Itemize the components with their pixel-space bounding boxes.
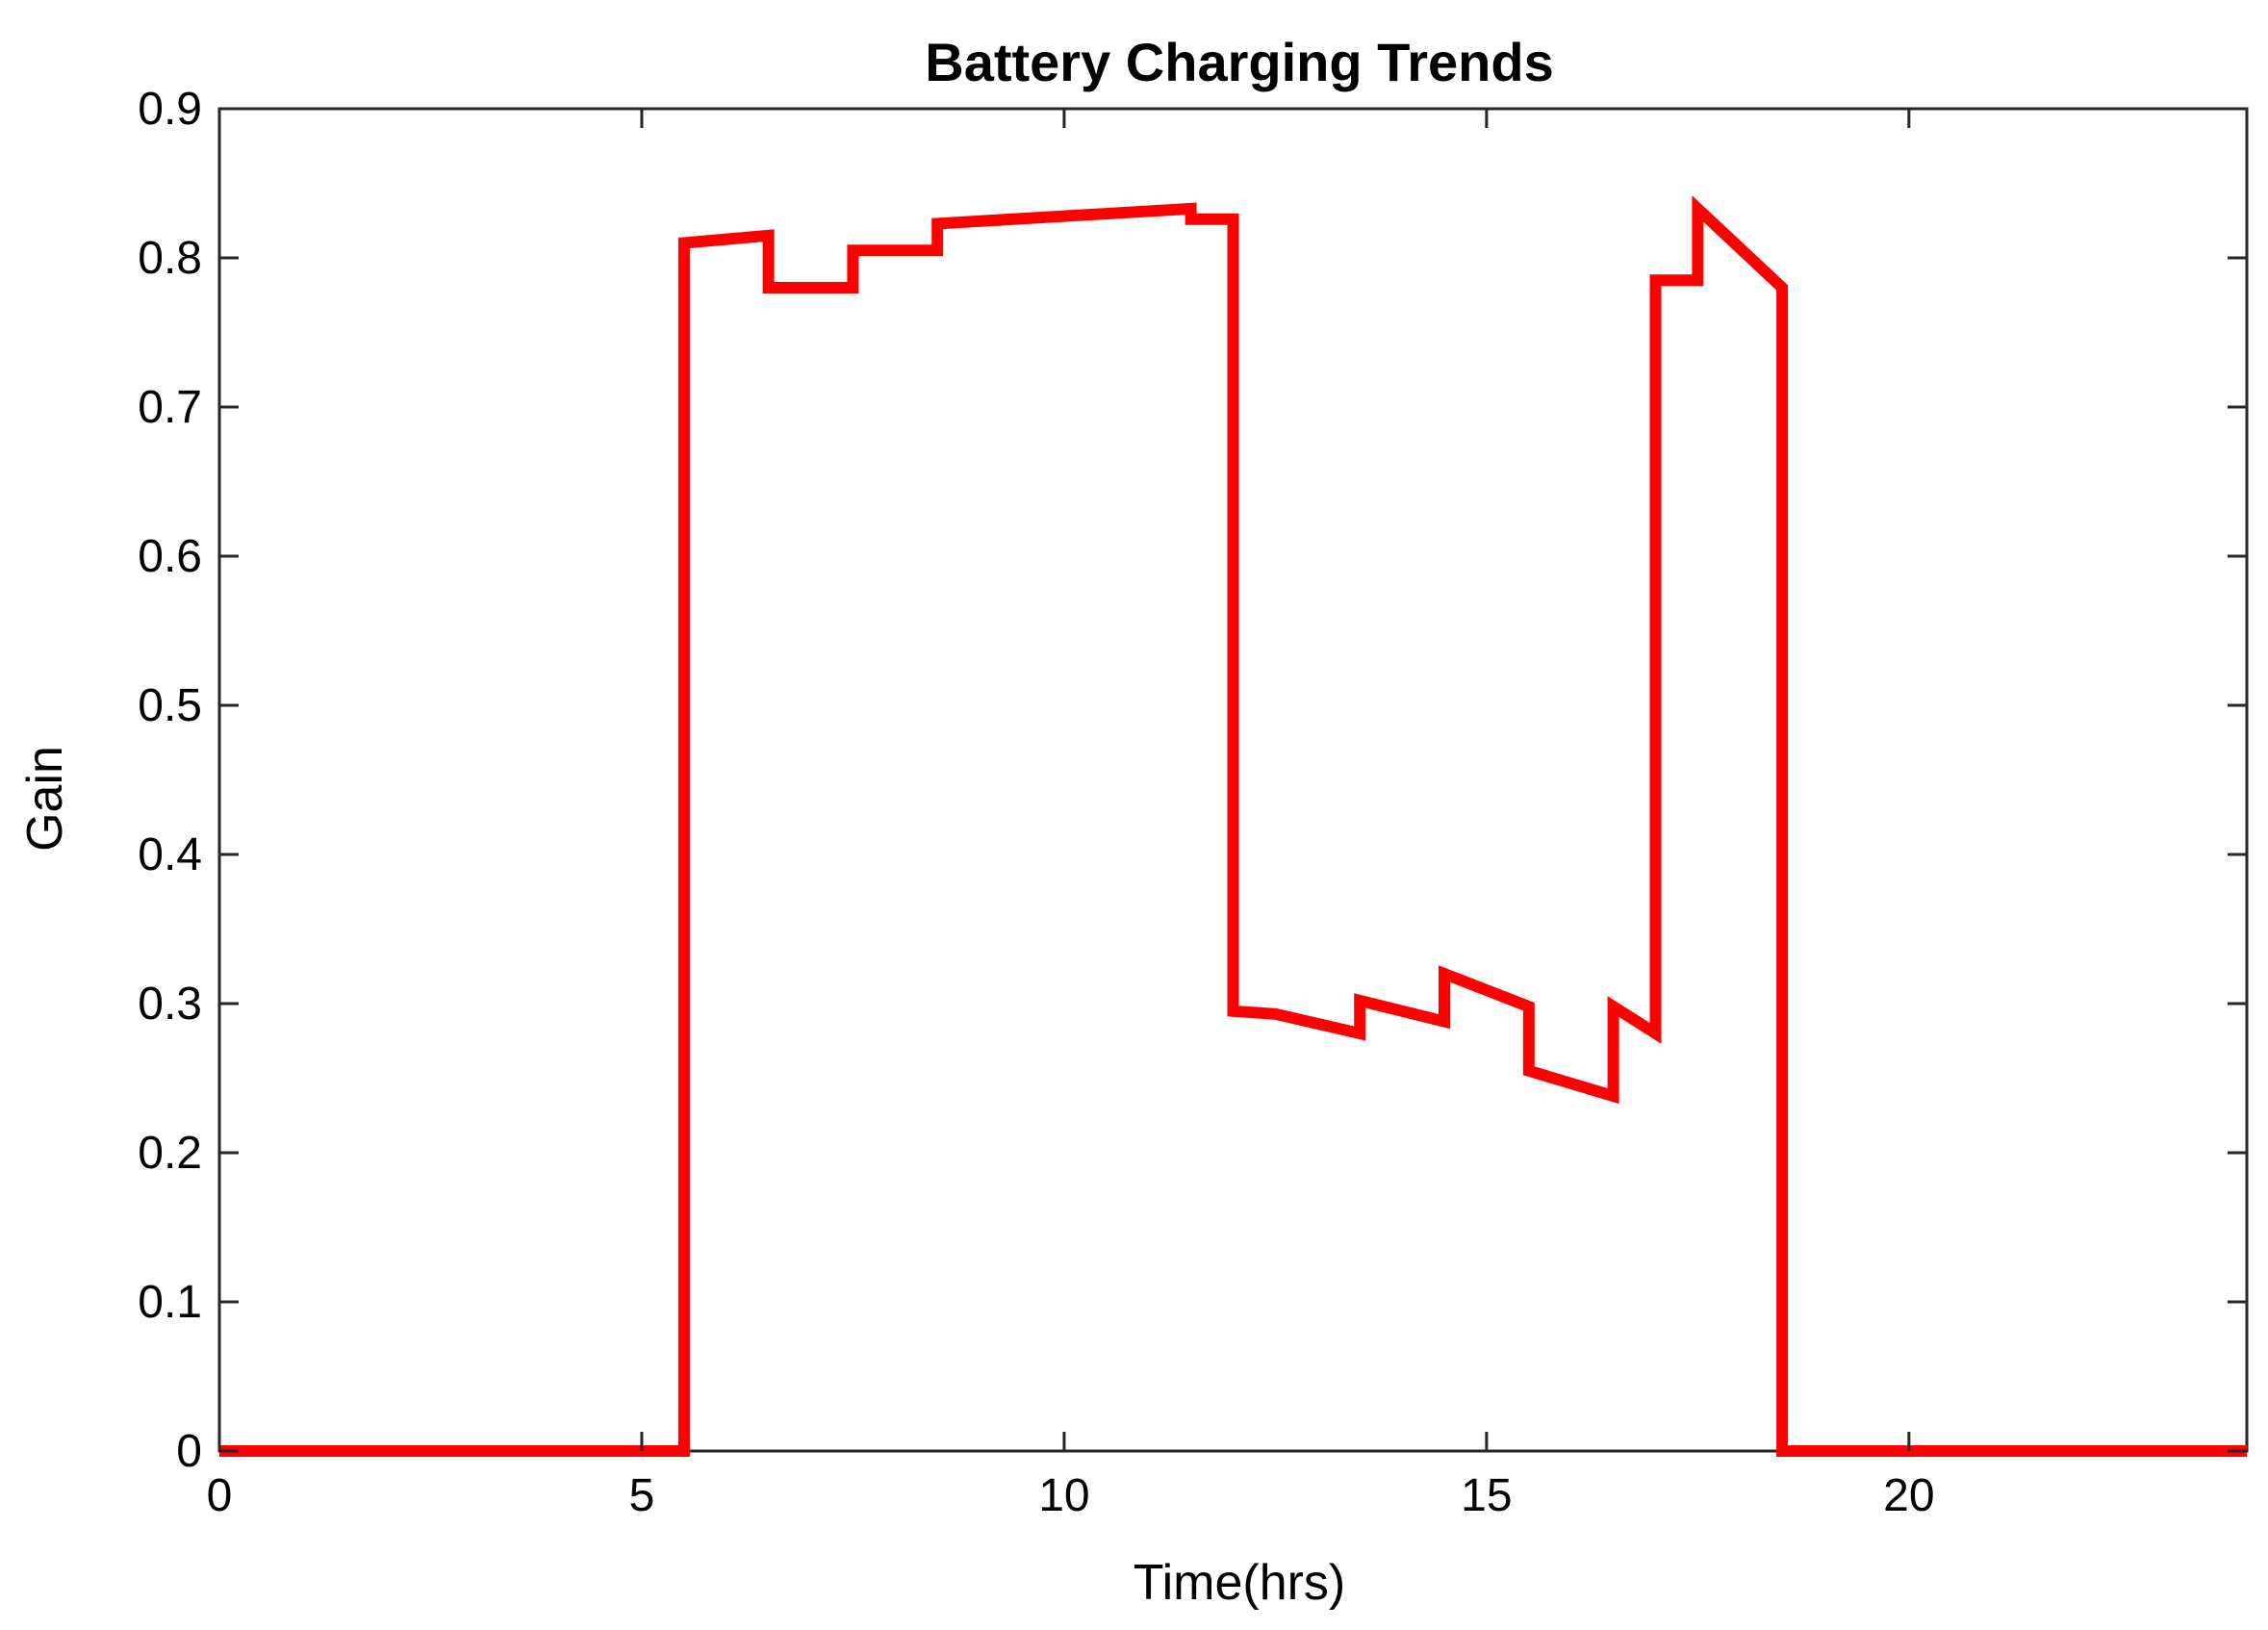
y-tick-label: 0 bbox=[176, 1426, 202, 1477]
y-tick-label: 0.8 bbox=[138, 233, 202, 284]
y-tick-label: 0.3 bbox=[138, 979, 202, 1030]
y-axis-label: Gain bbox=[17, 746, 73, 852]
series-line bbox=[219, 195, 2247, 1457]
x-tick-label: 5 bbox=[629, 1470, 655, 1521]
plot-area bbox=[217, 107, 2249, 1457]
x-tick-label: 15 bbox=[1461, 1470, 1512, 1521]
y-tick-label: 0.5 bbox=[138, 680, 202, 731]
chart-title: Battery Charging Trends bbox=[925, 32, 1553, 92]
y-tick-label: 0.6 bbox=[138, 531, 202, 582]
y-axis: 0 0.1 0.2 0.3 0.4 0.5 0.6 0.7 0.8 0.9 bbox=[138, 84, 2247, 1477]
x-tick-label: 0 bbox=[207, 1470, 233, 1521]
x-axis-label: Time(hrs) bbox=[1134, 1555, 1346, 1611]
y-tick-label: 0.7 bbox=[138, 382, 202, 433]
x-axis: 0 5 10 15 20 bbox=[207, 109, 1935, 1521]
y-tick-label: 0.9 bbox=[138, 84, 202, 135]
x-tick-label: 20 bbox=[1883, 1470, 1934, 1521]
y-tick-label: 0.2 bbox=[138, 1128, 202, 1179]
y-tick-label: 0.4 bbox=[138, 829, 202, 880]
y-tick-label: 0.1 bbox=[138, 1277, 202, 1328]
x-tick-label: 10 bbox=[1038, 1470, 1089, 1521]
